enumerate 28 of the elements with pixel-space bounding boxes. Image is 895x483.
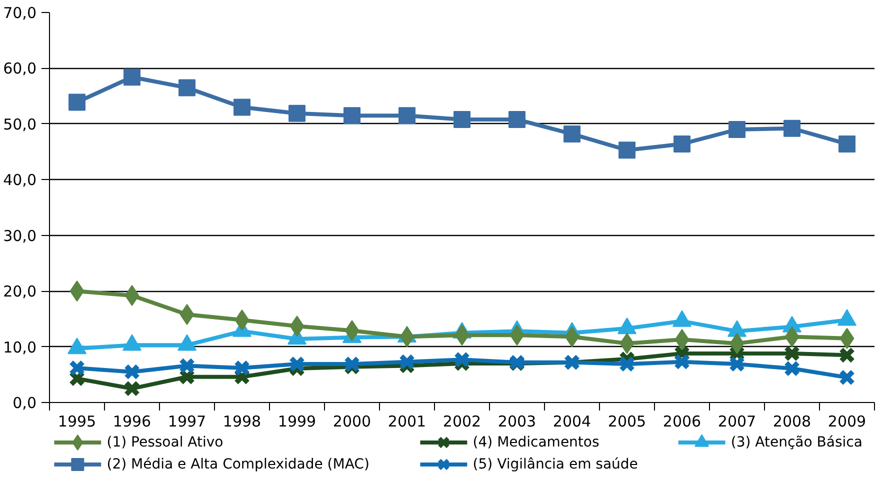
x-tick-label: 2009 [828, 412, 866, 430]
x-tick-label: 2004 [552, 412, 592, 430]
y-tick-label: 50,0 [3, 115, 37, 134]
x-tick-label: 2007 [718, 412, 756, 430]
x-tick-label: 2002 [442, 412, 482, 430]
x-tick-label: 1995 [58, 412, 96, 430]
x-tick-label: 1999 [278, 412, 316, 430]
x-tick-label: 2001 [388, 412, 426, 430]
x-tick-label: 1997 [168, 412, 206, 430]
y-tick-label: 0,0 [12, 394, 37, 412]
x-tick-label: 2008 [772, 412, 812, 430]
x-tick-label: 2000 [332, 412, 372, 430]
x-tick-label: 2003 [498, 412, 536, 430]
legend-label: (1) Pessoal Ativo [106, 434, 224, 450]
y-tick-label: 20,0 [3, 282, 37, 301]
legend-label: (2) Média e Alta Complexidade (MAC) [106, 456, 370, 472]
y-tick-label: 70,0 [3, 4, 37, 22]
y-tick-label: 30,0 [3, 226, 37, 245]
x-tick-label: 1998 [222, 412, 262, 430]
x-tick-label: 2006 [662, 412, 702, 430]
y-tick-label: 60,0 [3, 60, 37, 78]
y-tick-label: 10,0 [3, 338, 37, 356]
legend-label: (3) Atenção Básica [730, 434, 862, 450]
x-tick-label: 1996 [112, 412, 152, 430]
legend-label: (5) Vigilância em saúde [472, 456, 638, 472]
legend-label: (4) Medicamentos [472, 434, 600, 450]
x-tick-label: 2005 [608, 412, 646, 430]
y-tick-label: 40,0 [3, 171, 37, 190]
